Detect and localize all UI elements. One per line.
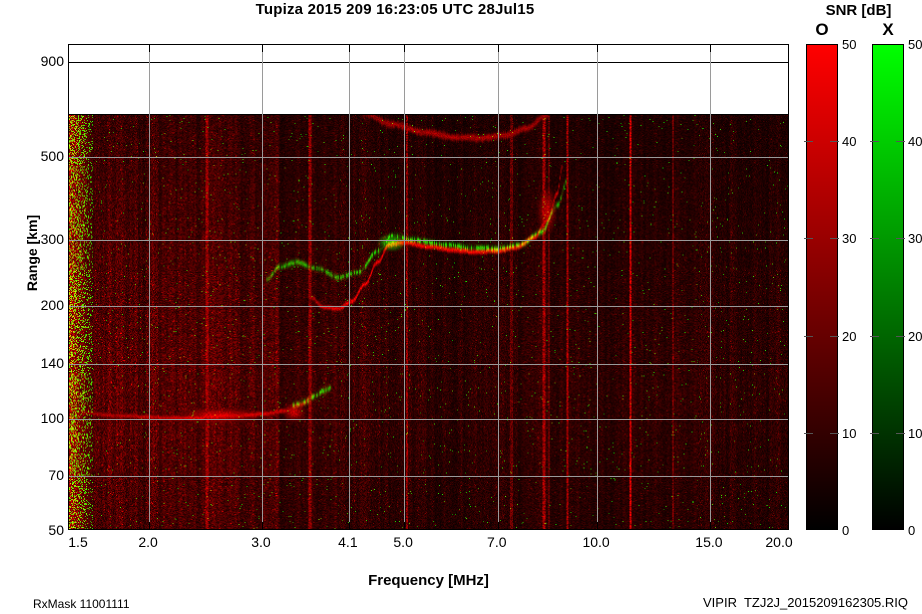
colorbar-tick-mark <box>830 141 839 143</box>
colorbar-tick-label: 0 <box>908 523 916 538</box>
colorbar-tick-mark <box>896 238 905 240</box>
colorbar-o-gradient <box>806 44 838 530</box>
x-tick-label: 1.5 <box>68 534 88 550</box>
x-tick-label: 10.0 <box>582 534 610 550</box>
x-axis-title: Frequency [MHz] <box>368 572 489 589</box>
x-tick-mark <box>149 522 151 529</box>
ionogram-raster <box>69 114 788 529</box>
x-tick-mark <box>348 45 350 52</box>
x-tick-mark <box>709 45 711 52</box>
colorbar-tick-mark <box>870 238 879 240</box>
colorbar-tick-mark <box>804 432 813 434</box>
colorbar-tick-mark <box>870 141 879 143</box>
colorbar-tick-label: 50 <box>908 37 922 52</box>
colorbar-tick-label: 30 <box>908 231 922 247</box>
x-tick-label: 7.0 <box>487 534 507 550</box>
x-tick-label: 5.0 <box>393 534 413 550</box>
x-tick-label: 15.0 <box>695 534 723 550</box>
x-tick-mark <box>497 45 499 52</box>
x-tick-mark <box>497 522 499 529</box>
y-tick-label: 500 <box>40 148 64 165</box>
colorbar-x-gradient <box>872 44 904 530</box>
colorbar-x-letter: X <box>882 20 894 39</box>
page-title: Tupiza 2015 209 16:23:05 UTC 28Jul15 <box>255 1 535 18</box>
gridline <box>69 114 788 115</box>
colorbar-tick-mark <box>804 335 813 337</box>
ionogram-plot[interactable] <box>68 44 789 530</box>
gridline <box>261 45 263 529</box>
colorbar-tick-mark <box>830 335 839 337</box>
colorbar-title: SNR [dB] <box>825 2 892 19</box>
colorbar-tick-label: 40 <box>908 134 922 150</box>
x-tick-mark <box>261 522 263 529</box>
rxmask-label: RxMask 11001111 <box>33 597 130 611</box>
gridline <box>709 45 711 529</box>
x-tick-mark <box>709 522 711 529</box>
colorbar-tick-mark <box>830 238 839 240</box>
y-tick-label: 100 <box>40 409 64 426</box>
gridline <box>69 157 788 159</box>
gridline <box>69 476 788 478</box>
colorbar-tick-mark <box>870 432 879 434</box>
colorbar-tick-label: 0 <box>842 523 850 538</box>
colorbar-x-ticks: 0 10 20 30 40 50 <box>870 38 922 537</box>
x-tick-mark <box>404 45 406 52</box>
gridline <box>149 45 151 529</box>
gridline <box>69 306 788 308</box>
colorbar-tick-mark <box>896 432 905 434</box>
y-tick-label: 140 <box>40 354 64 371</box>
gridline <box>69 240 788 242</box>
y-tick-label: 50 <box>48 522 64 538</box>
gridline <box>497 45 499 529</box>
plot-clip <box>69 45 788 529</box>
colorbar-tick-label: 10 <box>908 425 922 441</box>
colorbar-tick-mark <box>804 141 813 143</box>
x-tick-mark <box>597 522 599 529</box>
colorbar-tick-mark <box>830 432 839 434</box>
gridline <box>348 45 350 529</box>
colorbar-o-letter: O <box>815 20 829 39</box>
x-tick-mark <box>404 522 406 529</box>
x-tick-mark <box>149 45 151 52</box>
gridline <box>69 62 788 64</box>
colorbar-tick-label: 30 <box>842 231 857 247</box>
colorbar-tick-mark <box>870 335 879 337</box>
colorbar-tick-mark <box>804 238 813 240</box>
colorbar-tick-mark <box>896 141 905 143</box>
gridline <box>404 45 406 529</box>
x-axis-labels: 1.5 2.0 3.0 4.1 5.0 7.0 10.0 15.0 20.0 <box>68 534 793 556</box>
x-tick-mark <box>348 522 350 529</box>
y-axis-title: Range [km] <box>24 214 41 292</box>
x-tick-mark <box>597 45 599 52</box>
colorbar-o-ticks: 0 10 20 30 40 50 <box>804 38 868 537</box>
colorbar-tick-label: 50 <box>842 37 857 52</box>
x-tick-label: 4.1 <box>338 534 358 550</box>
colorbar-tick-label: 40 <box>842 134 857 150</box>
y-tick-label: 200 <box>40 297 64 314</box>
x-tick-label: 2.0 <box>138 534 158 550</box>
gridline <box>69 363 788 365</box>
y-tick-label: 300 <box>40 231 64 248</box>
x-tick-label: 3.0 <box>251 534 271 550</box>
y-tick-label: 70 <box>48 467 64 484</box>
y-axis-labels: 900 500 300 200 140 100 70 50 <box>0 44 64 537</box>
x-tick-label: 20.0 <box>765 534 793 550</box>
y-tick-label: 900 <box>40 53 64 70</box>
colorbar-tick-label: 20 <box>842 328 857 344</box>
gridline <box>69 418 788 420</box>
colorbar-tick-mark <box>896 335 905 337</box>
colorbar-tick-label: 20 <box>908 328 922 344</box>
x-tick-mark <box>261 45 263 52</box>
file-tag-label: VIPIR TZJ2J_2015209162305.RIQ <box>703 595 908 610</box>
gridline <box>597 45 599 529</box>
colorbar-tick-label: 10 <box>842 425 857 441</box>
